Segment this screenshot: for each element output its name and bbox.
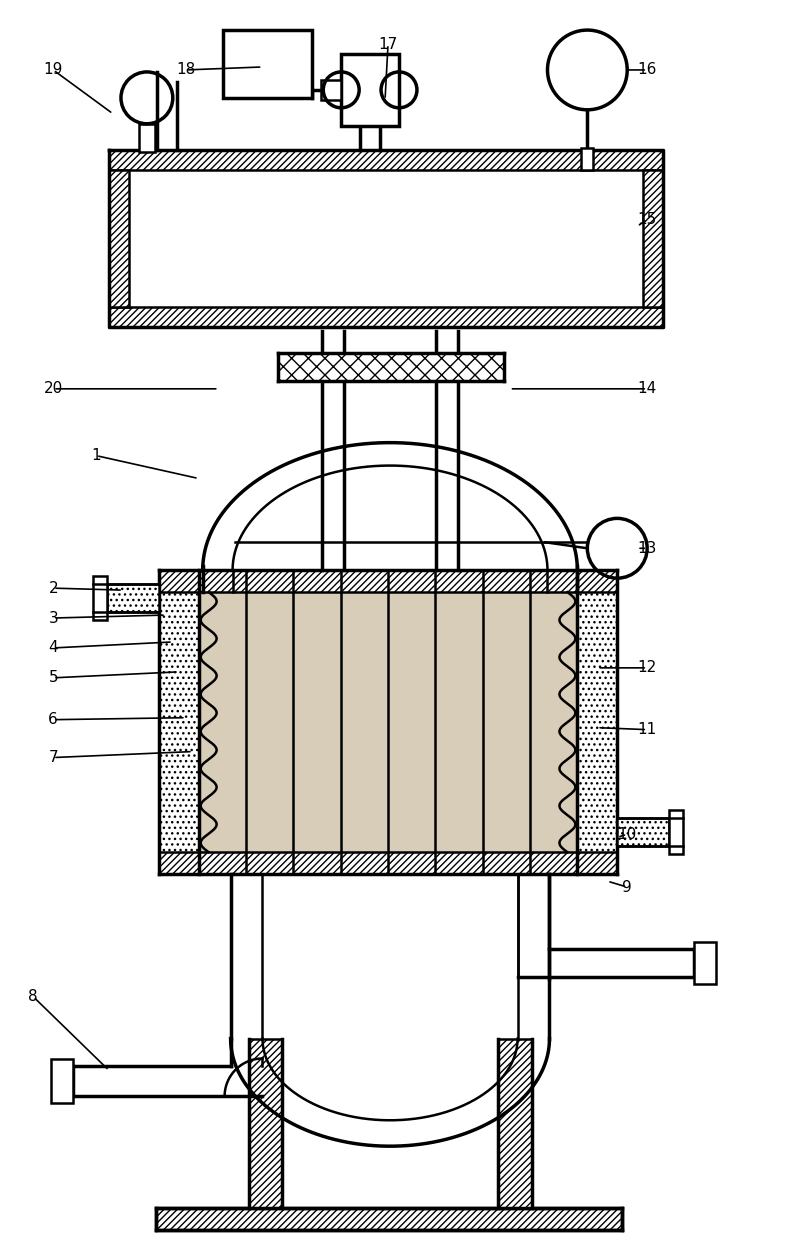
Bar — [278, 352, 504, 381]
Text: 17: 17 — [378, 36, 398, 51]
Bar — [341, 592, 388, 853]
Bar — [322, 80, 342, 100]
Text: 11: 11 — [638, 722, 657, 737]
Text: 20: 20 — [43, 381, 63, 396]
Bar — [107, 584, 159, 612]
Bar — [578, 571, 618, 874]
Bar — [388, 592, 435, 853]
Text: 16: 16 — [638, 63, 657, 78]
Text: 3: 3 — [48, 611, 58, 626]
Text: 8: 8 — [29, 989, 38, 1004]
Text: 13: 13 — [638, 540, 657, 556]
Bar — [198, 592, 246, 853]
Text: 10: 10 — [618, 826, 637, 841]
Text: 14: 14 — [638, 381, 657, 396]
Bar — [109, 169, 129, 307]
Bar — [530, 592, 578, 853]
Text: 9: 9 — [622, 879, 632, 894]
Bar — [139, 124, 155, 152]
Text: 12: 12 — [638, 661, 657, 676]
Text: 7: 7 — [48, 750, 58, 765]
Bar — [694, 942, 716, 983]
Bar — [109, 149, 663, 169]
Text: 19: 19 — [43, 63, 63, 78]
Bar — [249, 1038, 282, 1208]
Bar — [51, 1060, 73, 1104]
Bar — [159, 571, 618, 592]
Bar — [618, 819, 669, 846]
Bar — [482, 592, 530, 853]
Bar — [159, 571, 198, 874]
Text: 6: 6 — [48, 712, 58, 727]
Bar — [222, 30, 312, 98]
Bar — [669, 810, 683, 854]
Text: 1: 1 — [91, 448, 101, 463]
Bar — [246, 592, 294, 853]
Text: 5: 5 — [48, 671, 58, 686]
Text: 2: 2 — [48, 581, 58, 596]
Bar — [156, 1208, 622, 1230]
Bar — [435, 592, 482, 853]
Text: 15: 15 — [638, 212, 657, 227]
Text: 4: 4 — [48, 641, 58, 656]
Bar — [129, 169, 643, 307]
Bar — [342, 54, 399, 125]
Bar — [294, 592, 341, 853]
Bar — [109, 307, 663, 327]
Bar — [582, 148, 594, 169]
Bar — [498, 1038, 531, 1208]
Text: 18: 18 — [176, 63, 195, 78]
Bar — [643, 169, 663, 307]
Bar — [159, 853, 618, 874]
Bar — [93, 576, 107, 619]
